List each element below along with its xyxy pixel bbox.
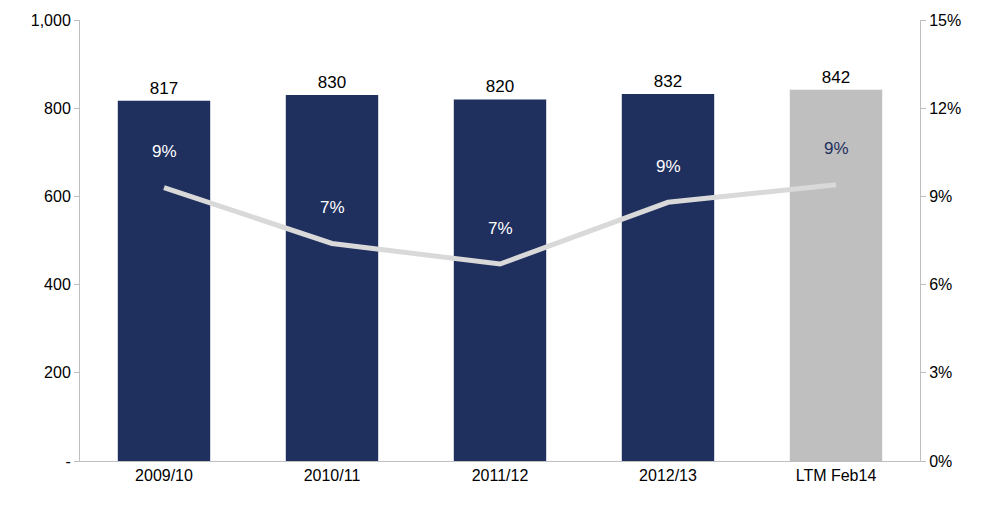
svg-text:15%: 15%	[929, 12, 961, 29]
svg-text:2012/13: 2012/13	[639, 467, 697, 484]
svg-text:600: 600	[44, 188, 71, 205]
svg-text:817: 817	[150, 79, 178, 98]
svg-text:9%: 9%	[929, 188, 952, 205]
svg-text:-: -	[65, 453, 70, 470]
svg-text:9%: 9%	[824, 139, 849, 158]
svg-text:9%: 9%	[656, 157, 681, 176]
svg-text:2010/11: 2010/11	[304, 467, 361, 484]
svg-text:7%: 7%	[320, 198, 345, 217]
svg-text:LTM Feb14: LTM Feb14	[796, 467, 877, 484]
svg-text:820: 820	[486, 77, 514, 96]
svg-text:830: 830	[318, 73, 346, 92]
svg-text:0%: 0%	[929, 453, 952, 470]
svg-text:2009/10: 2009/10	[135, 467, 193, 484]
svg-text:7%: 7%	[488, 219, 513, 238]
svg-text:832: 832	[654, 72, 682, 91]
svg-text:3%: 3%	[929, 364, 952, 381]
svg-text:200: 200	[44, 364, 71, 381]
svg-text:400: 400	[44, 276, 71, 293]
svg-text:6%: 6%	[929, 276, 952, 293]
svg-text:9%: 9%	[152, 142, 177, 161]
svg-text:12%: 12%	[929, 100, 961, 117]
svg-text:1,000: 1,000	[31, 12, 71, 29]
svg-text:842: 842	[822, 68, 850, 87]
svg-text:800: 800	[44, 100, 71, 117]
svg-text:2011/12: 2011/12	[472, 467, 529, 484]
